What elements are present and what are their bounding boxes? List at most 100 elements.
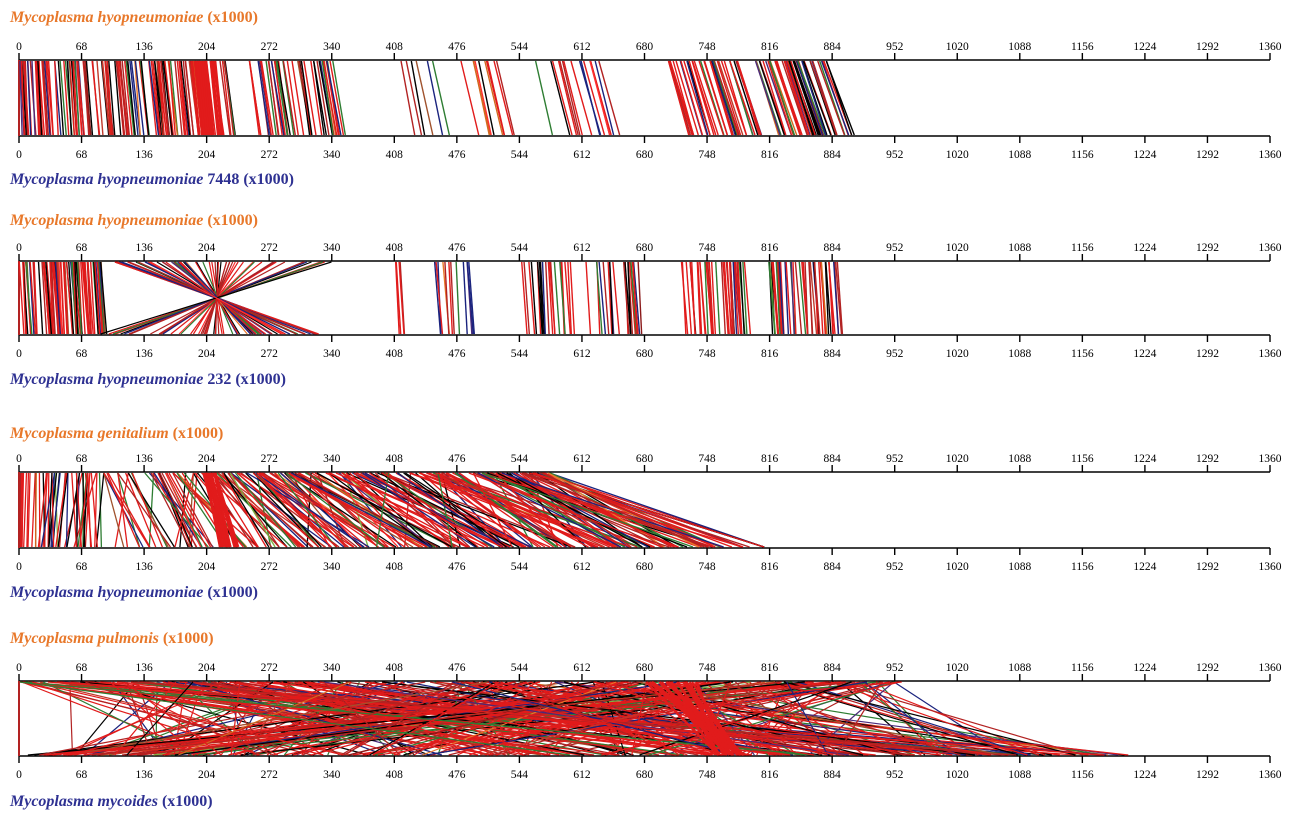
synteny-match-line [198, 60, 208, 136]
synteny-match-line [341, 472, 453, 548]
synteny-match-line [149, 261, 284, 335]
synteny-match-line [44, 472, 48, 548]
synteny-match-line [720, 261, 726, 335]
synteny-match-line [196, 60, 206, 136]
organism-name: Mycoplasma hyopneumoniae [9, 371, 203, 388]
synteny-match-line [127, 60, 136, 136]
synteny-match-line [80, 261, 86, 335]
synteny-match-line [68, 261, 75, 335]
synteny-match-line [97, 261, 105, 335]
panel-2-top-tick-label: 544 [511, 242, 529, 254]
synteny-match-line [332, 60, 347, 136]
organism-name: Mycoplasma hyopneumoniae [9, 9, 203, 26]
synteny-match-line [276, 60, 291, 136]
synteny-match-line [551, 60, 573, 136]
synteny-match-line [115, 60, 125, 136]
synteny-match-line [598, 261, 607, 335]
synteny-match-line [580, 60, 601, 136]
synteny-match-line [274, 60, 286, 136]
synteny-match-line [103, 472, 125, 548]
synteny-match-line [602, 261, 610, 335]
synteny-match-line [686, 60, 709, 136]
synteny-match-line [447, 472, 589, 548]
panel-3-top-tick-label: 408 [386, 453, 404, 465]
synteny-match-line [658, 681, 729, 756]
panel-4-top-tick-label: 476 [448, 662, 466, 674]
synteny-match-line [72, 261, 78, 335]
synteny-match-line [202, 472, 225, 548]
panel-2-top-genome-title: Mycoplasma hyopneumoniae (x1000) [9, 212, 258, 229]
panel-4-bottom-tick-label: 952 [886, 769, 904, 781]
panel-1-bottom-tick-label: 272 [261, 149, 279, 161]
synteny-match-line [76, 60, 85, 136]
synteny-match-line [22, 60, 29, 136]
synteny-match-line [19, 681, 571, 756]
synteny-match-line [255, 472, 365, 548]
panel-3-top-tick-label: 612 [573, 453, 591, 465]
synteny-match-line [734, 261, 742, 335]
synteny-match-line [322, 60, 338, 136]
synteny-match-line [775, 261, 781, 335]
panel-3-top-tick-label: 1156 [1071, 453, 1094, 465]
synteny-match-line [54, 60, 59, 136]
synteny-match-line [396, 472, 503, 548]
synteny-match-line [23, 681, 617, 756]
synteny-match-line [486, 472, 650, 548]
synteny-match-line [564, 261, 572, 335]
panel-3-top-tick-label: 0 [16, 453, 22, 465]
synteny-match-line [23, 472, 28, 548]
synteny-match-line [792, 261, 797, 335]
synteny-match-line [455, 261, 461, 335]
synteny-match-line [144, 472, 209, 548]
panel-4-top-genome-title: Mycoplasma pulmonis (x1000) [9, 630, 214, 647]
synteny-match-line [84, 261, 91, 335]
panel-2-top-tick-label: 68 [76, 242, 88, 254]
synteny-match-line [221, 60, 232, 136]
synteny-match-line [422, 681, 617, 756]
panel-4-bottom-tick-label: 1224 [1133, 769, 1156, 781]
panel-4-bottom-tick-label: 272 [261, 769, 279, 781]
panel-1-top-tick-label: 544 [511, 41, 529, 53]
panel-1-top-tick-label: 272 [261, 41, 279, 53]
panel-3-top-tick-label: 1292 [1196, 453, 1219, 465]
synteny-match-line [776, 261, 783, 335]
synteny-match-line [178, 681, 679, 756]
panel-3-bottom-tick-label: 816 [761, 561, 779, 573]
panel-1-bottom-tick-label: 816 [761, 149, 779, 161]
panel-2-bottom-tick-label: 476 [448, 348, 466, 360]
synteny-match-line [737, 261, 743, 335]
synteny-match-line [501, 472, 679, 548]
panel-2-top-tick-label: 136 [135, 242, 153, 254]
synteny-match-line [415, 60, 434, 136]
panel-3-top-tick-label: 136 [135, 453, 153, 465]
panel-1-top-tick-label: 952 [886, 41, 904, 53]
panel-1-top-tick-label: 204 [198, 41, 216, 53]
panel-4-top-tick-label: 1292 [1196, 662, 1219, 674]
synteny-match-line [547, 261, 554, 335]
synteny-match-line [18, 261, 25, 335]
organism-scale-suffix: 7448 (x1000) [203, 171, 294, 188]
synteny-match-line [124, 60, 133, 136]
synteny-match-line [697, 261, 703, 335]
synteny-match-line [184, 60, 195, 136]
synteny-match-line [168, 60, 176, 136]
synteny-match-line [292, 681, 623, 756]
panel-1-bottom-tick-label: 204 [198, 149, 216, 161]
synteny-match-line [559, 60, 579, 136]
synteny-match-line [316, 472, 453, 548]
synteny-match-line [758, 60, 785, 136]
synteny-match-line [716, 60, 742, 136]
panel-3: Mycoplasma genitalium (x1000) 0 68 136 204 27… [9, 425, 1282, 601]
synteny-match-line [159, 472, 197, 548]
synteny-match-line [395, 261, 402, 335]
synteny-match-line [830, 681, 1040, 756]
synteny-match-line [466, 261, 474, 335]
panel-4-top-tick-label: 0 [16, 662, 22, 674]
organism-name: Mycoplasma mycoides [9, 793, 158, 810]
panel-4-top-tick-label: 1224 [1133, 662, 1156, 674]
synteny-match-line [152, 60, 162, 136]
synteny-match-line [778, 261, 785, 335]
synteny-match-line [140, 60, 150, 136]
synteny-match-line [772, 681, 1018, 756]
synteny-match-line [117, 472, 171, 548]
